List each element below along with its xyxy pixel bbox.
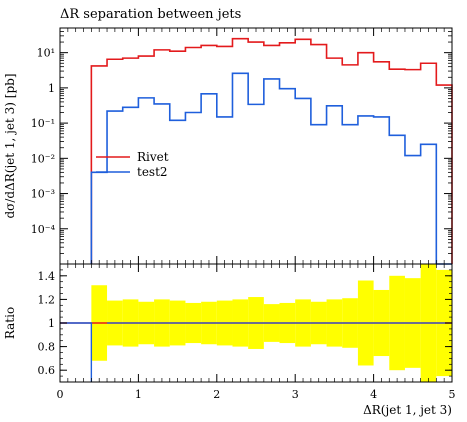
series-line-test2 — [90, 72, 452, 265]
x-tick-label: 1 — [135, 388, 142, 401]
x-tick-label: 0 — [57, 388, 64, 401]
ratio-y-tick-label: 1.4 — [38, 270, 56, 283]
ratio-y-tick-label: 0.8 — [38, 341, 56, 354]
chart-title: ΔR separation between jets — [60, 7, 241, 22]
x-tick-label: 5 — [449, 388, 456, 401]
y-tick-label: 10⁻⁴ — [31, 223, 56, 236]
ratio-y-tick-label: 1.2 — [38, 293, 56, 306]
main-plot-frame — [59, 27, 453, 265]
series-line-rivet — [90, 37, 453, 264]
y-tick-label: 10¹ — [37, 47, 55, 60]
y-tick-label: 10⁻³ — [31, 188, 55, 201]
legend-label-test2: test2 — [137, 165, 168, 179]
y-tick-label: 1 — [48, 82, 55, 95]
ratio-y-tick-label: 1 — [48, 317, 55, 330]
ratio-y-tick-label: 0.6 — [38, 364, 56, 377]
x-tick-label: 4 — [370, 388, 377, 401]
x-tick-label: 3 — [292, 388, 299, 401]
ratio-y-axis-label: Ratio — [3, 307, 17, 339]
ratio-line-test2 — [60, 322, 93, 382]
legend-label-rivet: Rivet — [137, 150, 169, 164]
x-tick-label: 2 — [213, 388, 220, 401]
y-axis-label: dσ/dΔR(jet 1, jet 3) [pb] — [3, 73, 17, 218]
y-tick-label: 10⁻¹ — [31, 117, 55, 130]
y-tick-label: 10⁻² — [31, 152, 55, 165]
x-axis-label: ΔR(jet 1, jet 3) — [363, 403, 452, 417]
